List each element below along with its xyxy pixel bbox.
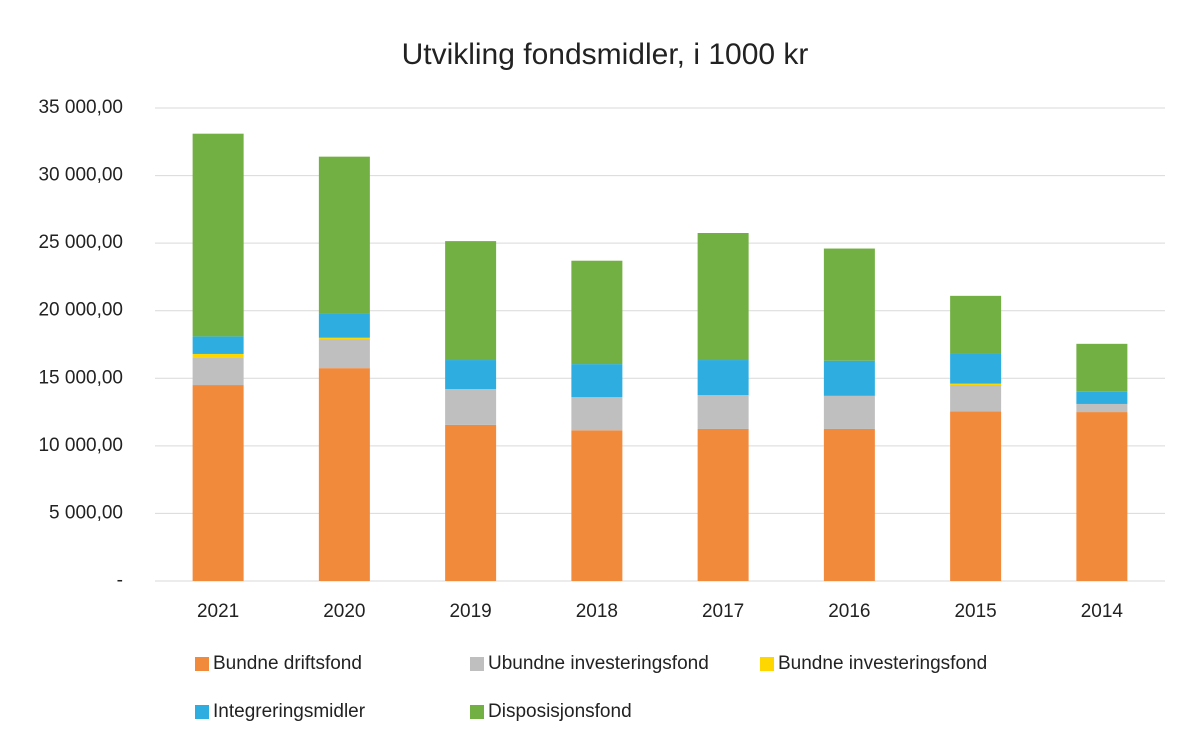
y-tick-label: 25 000,00: [38, 232, 123, 253]
legend-swatch: [195, 657, 209, 671]
x-tick-label: 2017: [702, 601, 744, 622]
bar-segment: [1076, 343, 1128, 392]
bar-segment: [571, 397, 623, 431]
legend-label: Bundne driftsfond: [213, 653, 362, 674]
x-tick-label: 2014: [1081, 601, 1124, 622]
legend-label: Bundne investeringsfond: [778, 653, 987, 674]
bar-segment: [445, 389, 497, 425]
bar-segment: [192, 133, 244, 337]
bar-segment: [823, 360, 875, 396]
x-tick-label: 2016: [828, 601, 870, 622]
y-tick-label: 15 000,00: [38, 367, 123, 388]
bar-segment: [950, 385, 1002, 412]
y-tick-label: -: [117, 570, 123, 591]
y-tick-label: 10 000,00: [38, 435, 123, 456]
bar-segment: [823, 248, 875, 361]
bar-segment: [571, 430, 623, 581]
x-tick-label: 2015: [954, 601, 996, 622]
bar-segment: [697, 428, 749, 581]
y-tick-label: 20 000,00: [38, 300, 123, 321]
bar-segment: [950, 383, 1002, 386]
bar-segment: [192, 336, 244, 354]
bar-segment: [1076, 391, 1128, 404]
legend-swatch: [470, 705, 484, 719]
bar-segment: [823, 428, 875, 581]
bar-segment: [445, 360, 497, 390]
x-tick-label: 2019: [449, 601, 491, 622]
x-tick-label: 2021: [197, 601, 239, 622]
bar-segment: [950, 295, 1002, 354]
bar-segment: [318, 156, 370, 314]
bar-segment: [950, 411, 1002, 581]
legend-label: Disposisjonsfond: [488, 701, 632, 722]
bar-segment: [1076, 412, 1128, 581]
y-tick-label: 5 000,00: [49, 502, 123, 523]
bar-segment: [697, 233, 749, 361]
x-tick-label: 2018: [576, 601, 618, 622]
y-tick-label: 30 000,00: [38, 165, 123, 186]
bar-segment: [697, 360, 749, 396]
bar-segment: [318, 337, 370, 340]
bar-segment: [318, 339, 370, 369]
legend-swatch: [195, 705, 209, 719]
bar-segment: [950, 353, 1002, 384]
legend-label: Ubundne investeringsfond: [488, 653, 709, 674]
legend-label: Integreringsmidler: [213, 701, 366, 722]
bar-segment: [697, 395, 749, 429]
bar-segment: [1076, 403, 1128, 413]
bar-segment: [318, 368, 370, 581]
chart-title: Utvikling fondsmidler, i 1000 kr: [402, 38, 809, 71]
bar-segment: [445, 241, 497, 361]
bar-segment: [318, 313, 370, 338]
bar-segment: [192, 358, 244, 386]
bar-segment: [571, 364, 623, 398]
bar-segment: [571, 260, 623, 365]
legend-swatch: [760, 657, 774, 671]
bar-segment: [192, 353, 244, 359]
bar-segment: [192, 385, 244, 581]
y-tick-label: 35 000,00: [38, 97, 123, 118]
bar-segment: [823, 395, 875, 429]
x-tick-label: 2020: [323, 601, 365, 622]
bar-segment: [445, 424, 497, 581]
legend-swatch: [470, 657, 484, 671]
